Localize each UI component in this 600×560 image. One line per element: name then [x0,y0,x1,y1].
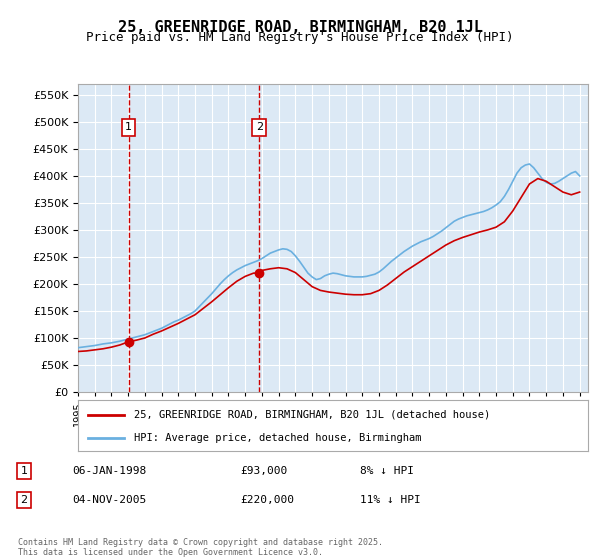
Text: 8% ↓ HPI: 8% ↓ HPI [360,466,414,476]
Text: £220,000: £220,000 [240,495,294,505]
Text: 25, GREENRIDGE ROAD, BIRMINGHAM, B20 1JL (detached house): 25, GREENRIDGE ROAD, BIRMINGHAM, B20 1JL… [134,409,490,419]
Text: 1: 1 [125,122,132,132]
Text: Price paid vs. HM Land Registry's House Price Index (HPI): Price paid vs. HM Land Registry's House … [86,31,514,44]
Text: 2: 2 [256,122,263,132]
Text: 06-JAN-1998: 06-JAN-1998 [72,466,146,476]
Text: 1: 1 [20,466,28,476]
Text: £93,000: £93,000 [240,466,287,476]
Text: 25, GREENRIDGE ROAD, BIRMINGHAM, B20 1JL: 25, GREENRIDGE ROAD, BIRMINGHAM, B20 1JL [118,20,482,35]
Text: Contains HM Land Registry data © Crown copyright and database right 2025.
This d: Contains HM Land Registry data © Crown c… [18,538,383,557]
Text: 2: 2 [20,495,28,505]
Text: HPI: Average price, detached house, Birmingham: HPI: Average price, detached house, Birm… [134,433,422,443]
Text: 11% ↓ HPI: 11% ↓ HPI [360,495,421,505]
Text: 04-NOV-2005: 04-NOV-2005 [72,495,146,505]
